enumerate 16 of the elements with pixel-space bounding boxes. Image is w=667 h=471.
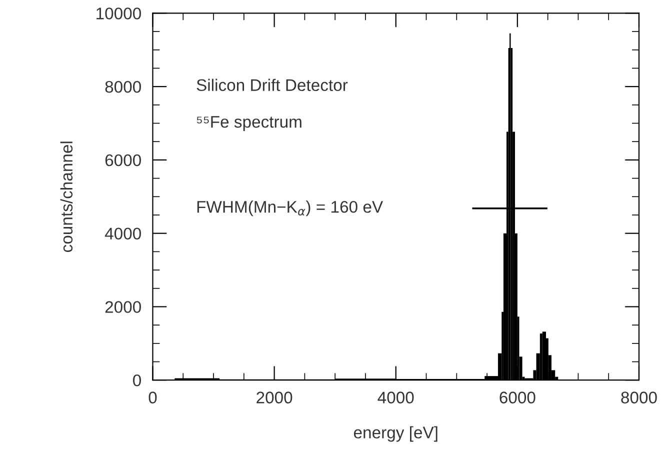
- y-axis-title: counts/channel: [60, 142, 73, 252]
- x-tick-label: 4000: [378, 392, 414, 404]
- annotation: Silicon Drift Detector: [196, 78, 348, 92]
- x-tick-label: 6000: [500, 392, 536, 404]
- y-tick-label: 0: [133, 374, 141, 386]
- y-tick-label: 4000: [104, 228, 141, 240]
- x-axis-title: energy [eV]: [354, 426, 438, 442]
- y-tick-label: 8000: [105, 80, 141, 93]
- x-tick-label: 8000: [621, 392, 657, 404]
- annotation: ⁵⁵Fe spectrum: [196, 116, 302, 132]
- y-tick-label: 6000: [105, 154, 141, 166]
- x-tick-label: 2000: [256, 392, 292, 404]
- y-tick-label: 2000: [105, 301, 141, 313]
- x-tick-label: 0: [148, 392, 157, 404]
- annotation: FWHM(Mn−K$_{α}$) = 160 eV: [197, 200, 384, 216]
- y-tick-label: 10000: [96, 8, 141, 20]
